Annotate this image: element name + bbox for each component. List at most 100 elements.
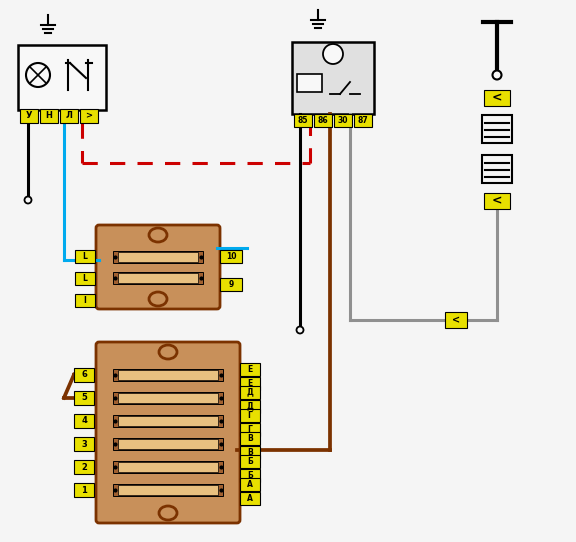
Bar xyxy=(482,115,512,143)
Text: А: А xyxy=(247,480,253,489)
Bar xyxy=(113,415,223,427)
Text: А: А xyxy=(247,494,253,504)
Bar xyxy=(118,393,218,403)
Text: 3: 3 xyxy=(81,440,87,449)
Bar xyxy=(74,414,94,428)
Bar xyxy=(74,391,94,405)
Ellipse shape xyxy=(159,506,177,520)
Bar xyxy=(74,483,94,498)
Text: 4: 4 xyxy=(81,416,87,425)
Text: Е: Е xyxy=(247,378,253,388)
Bar xyxy=(334,114,352,127)
Bar xyxy=(113,485,223,496)
FancyBboxPatch shape xyxy=(96,342,240,523)
Bar xyxy=(240,446,260,459)
Circle shape xyxy=(26,63,50,87)
Text: L: L xyxy=(82,252,88,261)
Text: <: < xyxy=(452,315,460,325)
Bar xyxy=(40,109,58,123)
Bar xyxy=(292,42,374,114)
Bar xyxy=(482,155,512,183)
Bar xyxy=(240,479,260,492)
Bar xyxy=(240,377,260,390)
Text: >: > xyxy=(85,112,93,120)
Bar xyxy=(113,461,223,473)
Ellipse shape xyxy=(149,292,167,306)
Bar xyxy=(240,455,260,468)
Text: Д: Д xyxy=(247,402,253,411)
Text: 1: 1 xyxy=(81,486,87,495)
Text: В: В xyxy=(247,448,253,457)
Bar xyxy=(240,432,260,445)
Bar xyxy=(118,416,218,426)
Bar xyxy=(18,45,106,110)
Bar xyxy=(240,363,260,376)
Bar xyxy=(118,251,198,261)
Bar xyxy=(75,272,95,285)
Text: I: I xyxy=(84,296,86,305)
Bar xyxy=(74,437,94,451)
Text: В: В xyxy=(247,434,253,443)
Text: 30: 30 xyxy=(338,116,348,125)
Bar xyxy=(240,423,260,436)
Text: <: < xyxy=(492,92,502,105)
Text: 6: 6 xyxy=(81,370,87,379)
Circle shape xyxy=(25,197,32,203)
Text: У: У xyxy=(26,112,32,120)
Text: Н: Н xyxy=(46,112,52,120)
Bar xyxy=(297,74,322,92)
Circle shape xyxy=(492,70,502,80)
Bar xyxy=(294,114,312,127)
FancyBboxPatch shape xyxy=(96,225,220,309)
Bar xyxy=(484,193,510,209)
Bar xyxy=(118,439,218,449)
Bar xyxy=(118,462,218,472)
Text: Г: Г xyxy=(248,425,252,434)
Bar xyxy=(314,114,332,127)
Text: Л: Л xyxy=(66,112,73,120)
Ellipse shape xyxy=(149,228,167,242)
Ellipse shape xyxy=(159,345,177,359)
Bar xyxy=(240,469,260,482)
Bar xyxy=(118,273,198,282)
Text: Е: Е xyxy=(247,365,253,373)
Bar xyxy=(220,250,242,263)
Text: Д: Д xyxy=(247,388,253,397)
Bar xyxy=(113,392,223,404)
Bar xyxy=(118,486,218,495)
Bar xyxy=(445,312,467,328)
Circle shape xyxy=(297,326,304,333)
Bar xyxy=(240,493,260,506)
Text: 10: 10 xyxy=(226,252,236,261)
Bar xyxy=(113,369,223,380)
Bar xyxy=(60,109,78,123)
Text: 86: 86 xyxy=(318,116,328,125)
Bar xyxy=(484,90,510,106)
Bar xyxy=(80,109,98,123)
Bar xyxy=(118,370,218,379)
Circle shape xyxy=(323,44,343,64)
Bar xyxy=(74,460,94,474)
Bar xyxy=(113,272,203,283)
Bar xyxy=(240,409,260,422)
Text: 2: 2 xyxy=(81,463,87,472)
Text: 85: 85 xyxy=(298,116,308,125)
Text: <: < xyxy=(492,195,502,208)
Bar xyxy=(20,109,38,123)
Bar xyxy=(240,400,260,413)
Bar xyxy=(354,114,372,127)
Text: Г: Г xyxy=(248,411,252,420)
Bar xyxy=(74,367,94,382)
Bar xyxy=(113,250,203,262)
Text: 9: 9 xyxy=(228,280,234,289)
Text: L: L xyxy=(82,274,88,283)
Bar xyxy=(220,278,242,291)
Text: 5: 5 xyxy=(81,393,87,402)
Text: 87: 87 xyxy=(358,116,369,125)
Text: Б: Б xyxy=(247,457,253,466)
Text: Б: Б xyxy=(247,471,253,480)
Bar xyxy=(113,438,223,450)
Bar xyxy=(240,386,260,399)
Bar xyxy=(75,250,95,263)
Bar xyxy=(75,294,95,307)
